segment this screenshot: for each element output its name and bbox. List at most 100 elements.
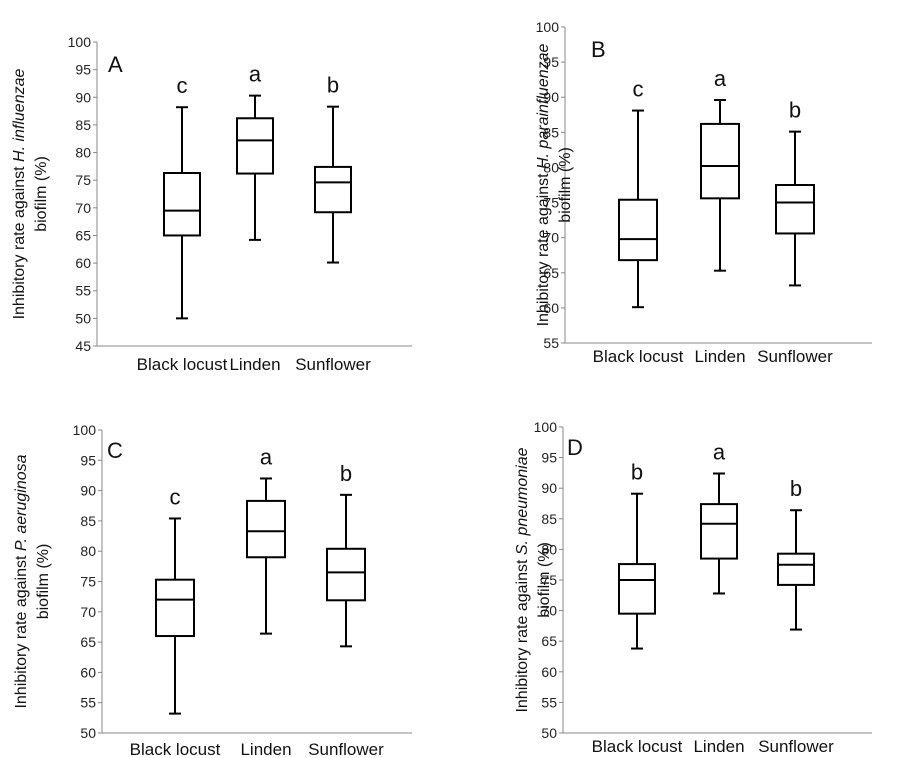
y-axis-label-line-2: biofilm (%) (536, 542, 553, 618)
y-tick-label: 100 (534, 419, 558, 435)
panel-letter: A (108, 52, 123, 77)
box-linden: a Linden (229, 62, 280, 374)
box-sunflower: b Sunflower (757, 98, 833, 366)
category-label: Linden (693, 737, 744, 756)
significance-letter: a (713, 440, 726, 465)
box-black-locust: c Black locust (130, 484, 221, 758)
significance-letter: b (790, 476, 802, 501)
category-label: Black locust (130, 740, 221, 758)
box-sunflower: b Sunflower (295, 73, 371, 374)
y-tick-label: 70 (541, 603, 557, 619)
iqr-box (326, 547, 366, 602)
significance-letter: a (249, 62, 262, 87)
y-axis-label-line-2: biofilm (%) (35, 544, 52, 620)
box-sunflower: b Sunflower (758, 476, 834, 756)
y-tick-label: 100 (73, 422, 97, 438)
iqr-box (700, 503, 738, 560)
category-label: Sunflower (308, 740, 384, 758)
y-tick-label: 70 (75, 200, 91, 216)
panel-letter: D (567, 435, 583, 460)
y-tick-label: 50 (75, 310, 91, 326)
y-tick-label: 90 (75, 89, 91, 105)
y-axis-label-line-1: Inhibitory rate against P. aeruginosa (13, 454, 30, 708)
category-label: Linden (694, 347, 745, 366)
y-tick-label: 60 (543, 300, 559, 316)
y-tick-label: 65 (541, 633, 557, 649)
iqr-box (155, 578, 195, 638)
y-tick-label: 95 (80, 452, 96, 468)
panel-letter: B (591, 37, 606, 62)
significance-letter: a (260, 444, 273, 469)
iqr-box (775, 184, 815, 235)
chart-panel-a: 45 50 55 60 65 70 75 80 85 90 95 100 A Inhibitory rat… (11, 34, 412, 374)
y-axis-label-line-1: Inhibitory rate against S. pneumoniae (514, 447, 531, 712)
y-tick-label: 85 (541, 511, 557, 527)
significance-letter: b (631, 460, 643, 485)
category-label: Sunflower (758, 737, 834, 756)
y-axis-label-line-1: Inhibitory rate against H. influenzae (11, 68, 28, 319)
y-tick-label: 75 (543, 195, 559, 211)
iqr-box (163, 171, 201, 237)
iqr-box (618, 198, 658, 262)
y-tick-label: 65 (543, 265, 559, 281)
y-tick-label: 55 (80, 695, 96, 711)
category-label: Linden (240, 740, 291, 758)
significance-letter: a (714, 66, 727, 91)
y-tick-label: 95 (543, 54, 559, 70)
y-tick-label: 50 (541, 725, 557, 741)
y-tick-label: 90 (543, 89, 559, 105)
y-tick-label: 90 (541, 480, 557, 496)
y-tick-label: 85 (543, 124, 559, 140)
box-sunflower: b Sunflower (308, 461, 384, 758)
iqr-box (700, 122, 740, 200)
y-axis-label-line-2: biofilm (%) (557, 147, 574, 223)
box-linden: a Linden (694, 66, 745, 366)
chart-panel-c: 50 55 60 65 70 75 80 85 90 95 100 C Inhibitory rate … (13, 422, 412, 758)
box-linden: a Linden (693, 440, 744, 756)
y-tick-label: 80 (541, 541, 557, 557)
category-label: Black locust (137, 355, 228, 374)
iqr-box (777, 552, 815, 586)
significance-letter: b (340, 461, 352, 486)
category-label: Black locust (592, 737, 683, 756)
box-black-locust: c Black locust (137, 73, 228, 374)
significance-letter: c (170, 484, 181, 509)
box-black-locust: c Black locust (593, 77, 684, 366)
category-label: Linden (229, 355, 280, 374)
iqr-box (236, 117, 274, 175)
iqr-box (246, 499, 286, 559)
y-tick-label: 85 (80, 513, 96, 529)
y-tick-label: 75 (75, 172, 91, 188)
y-tick-label: 45 (75, 338, 91, 354)
y-tick-label: 100 (536, 19, 560, 35)
significance-letter: b (327, 73, 339, 98)
y-tick-label: 85 (75, 117, 91, 133)
y-tick-label: 100 (68, 34, 92, 50)
y-tick-label: 65 (80, 634, 96, 650)
significance-letter: c (633, 77, 644, 102)
significance-letter: b (789, 98, 801, 123)
y-tick-label: 55 (543, 335, 559, 351)
y-tick-label: 75 (80, 574, 96, 590)
box-black-locust: b Black locust (592, 460, 683, 756)
iqr-box (314, 165, 352, 214)
y-tick-label: 70 (543, 230, 559, 246)
y-tick-label: 80 (80, 543, 96, 559)
y-tick-label: 60 (80, 664, 96, 680)
category-label: Sunflower (295, 355, 371, 374)
category-label: Black locust (593, 347, 684, 366)
iqr-box (618, 563, 656, 615)
significance-letter: c (177, 73, 188, 98)
y-tick-label: 95 (541, 450, 557, 466)
y-tick-label: 55 (75, 283, 91, 299)
y-tick-label: 80 (543, 159, 559, 175)
y-tick-label: 70 (80, 604, 96, 620)
y-tick-label: 50 (80, 725, 96, 741)
chart-panel-b: 55 60 65 70 75 80 85 90 95 100 B Inhibitory rate ag… (535, 19, 872, 366)
panel-letter: C (107, 438, 123, 463)
y-axis-label-line-2: biofilm (%) (33, 156, 50, 232)
y-tick-label: 55 (541, 694, 557, 710)
y-tick-label: 60 (75, 255, 91, 271)
y-tick-label: 95 (75, 62, 91, 78)
